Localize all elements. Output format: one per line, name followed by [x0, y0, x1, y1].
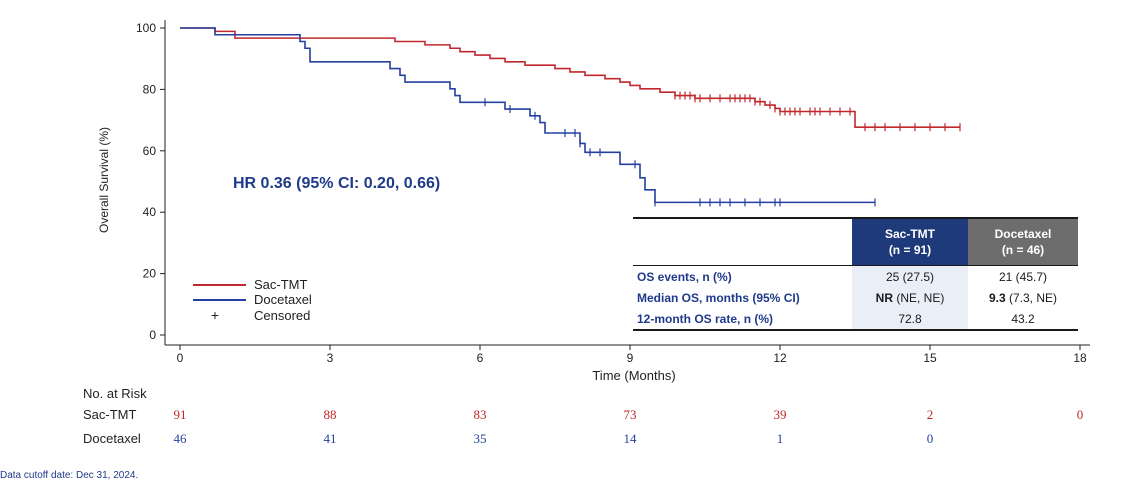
y-tick-label: 20 — [143, 267, 157, 281]
stats-value: 72.8 — [898, 311, 922, 326]
stats-row-label: Median OS, months (95% CI) — [637, 290, 800, 305]
stats-value: 21 (45.7) — [998, 269, 1048, 284]
stats-value-bold: 9.3 — [988, 290, 1006, 305]
stats-header-doc-name: Docetaxel — [994, 227, 1052, 241]
legend-doc-label: Docetaxel — [254, 292, 312, 307]
stats-header-sac: Sac-TMT (n = 91) — [852, 217, 968, 266]
y-tick-label: 0 — [149, 328, 156, 342]
x-tick-label: 9 — [627, 351, 634, 365]
y-tick-label: 80 — [143, 82, 157, 96]
x-tick-label: 6 — [477, 351, 484, 365]
y-tick-label: 100 — [136, 21, 156, 35]
risk-value-doc: 41 — [324, 431, 337, 446]
risk-value-doc: 1 — [777, 431, 784, 446]
risk-value-sac: 73 — [624, 407, 637, 422]
stats-header-doc-n: (n = 46) — [1001, 243, 1045, 257]
y-axis-label: Overall Survival (%) — [97, 127, 111, 233]
stats-cell-sac: NR (NE, NE) — [852, 287, 968, 308]
stats-cell-sac: 72.8 — [852, 308, 968, 331]
stats-value-bold: NR — [875, 290, 893, 305]
stats-row-12mo-rate: 12-month OS rate, n (%) 72.8 43.2 — [633, 308, 1078, 331]
censor-marks — [484, 91, 961, 207]
risk-row-label-doc: Docetaxel — [83, 431, 141, 446]
risk-value-sac: 39 — [774, 407, 787, 422]
stats-cell-doc: 21 (45.7) — [968, 265, 1078, 287]
risk-value-doc: 35 — [474, 431, 487, 446]
stats-cell-doc: 43.2 — [968, 308, 1078, 331]
km-curve-doc — [180, 27, 875, 204]
data-cutoff-note: Data cutoff date: Dec 31, 2024. — [0, 470, 139, 481]
y-tick-label: 40 — [143, 205, 157, 219]
legend: Sac-TMT Docetaxel + Censored — [193, 277, 312, 323]
stats-header-blank — [633, 217, 852, 266]
risk-value-sac: 83 — [474, 407, 487, 422]
risk-table-title: No. at Risk — [83, 386, 147, 401]
risk-value-sac: 0 — [1077, 407, 1084, 422]
risk-value-sac: 91 — [174, 407, 187, 422]
risk-values: 91 88 83 73 39 2 0 46 41 35 14 1 0 — [174, 407, 1084, 446]
x-axis-label: Time (Months) — [592, 368, 675, 383]
x-tick-label: 15 — [923, 351, 937, 365]
stats-value: (NE, NE) — [893, 290, 945, 305]
y-tick-label: 60 — [143, 144, 157, 158]
risk-row-label-sac: Sac-TMT — [83, 407, 137, 422]
survival-curves — [180, 27, 960, 204]
stats-row-label: OS events, n (%) — [633, 265, 852, 287]
legend-censor-label: Censored — [254, 308, 310, 323]
risk-value-sac: 2 — [927, 407, 934, 422]
risk-value-doc: 0 — [927, 431, 934, 446]
km-curve-sac — [180, 27, 960, 128]
risk-value-sac: 88 — [324, 407, 337, 422]
stats-cell-sac: 25 (27.5) — [852, 265, 968, 287]
stats-cell-doc: 9.3 (7.3, NE) — [968, 287, 1078, 308]
x-tick-label: 0 — [177, 351, 184, 365]
legend-censor-symbol: + — [211, 307, 219, 323]
stats-value: 25 (27.5) — [885, 269, 935, 284]
risk-value-doc: 46 — [174, 431, 188, 446]
x-tick-label: 12 — [773, 351, 787, 365]
x-tick-label: 18 — [1073, 351, 1087, 365]
stats-header-sac-name: Sac-TMT — [884, 227, 935, 241]
outcomes-table: Sac-TMT (n = 91) Docetaxel (n = 46) OS e… — [633, 217, 1078, 331]
stats-value: (7.3, NE) — [1005, 290, 1058, 305]
stats-header-doc: Docetaxel (n = 46) — [968, 217, 1078, 266]
stats-value: 43.2 — [1011, 311, 1035, 326]
stats-row-label: 12-month OS rate, n (%) — [633, 308, 852, 331]
ticks: 0 20 40 60 80 100 0 3 6 9 12 15 18 — [136, 21, 1087, 365]
hazard-ratio-annotation: HR 0.36 (95% CI: 0.20, 0.66) — [233, 175, 440, 192]
x-tick-label: 3 — [327, 351, 334, 365]
legend-sac-label: Sac-TMT — [254, 277, 308, 292]
stats-header-sac-n: (n = 91) — [888, 243, 932, 257]
axes — [164, 20, 1090, 346]
stats-row-median-os: Median OS, months (95% CI) NR (NE, NE) 9… — [633, 287, 1078, 308]
stats-row-os-events: OS events, n (%) 25 (27.5) 21 (45.7) — [633, 265, 1078, 287]
risk-value-doc: 14 — [624, 431, 638, 446]
